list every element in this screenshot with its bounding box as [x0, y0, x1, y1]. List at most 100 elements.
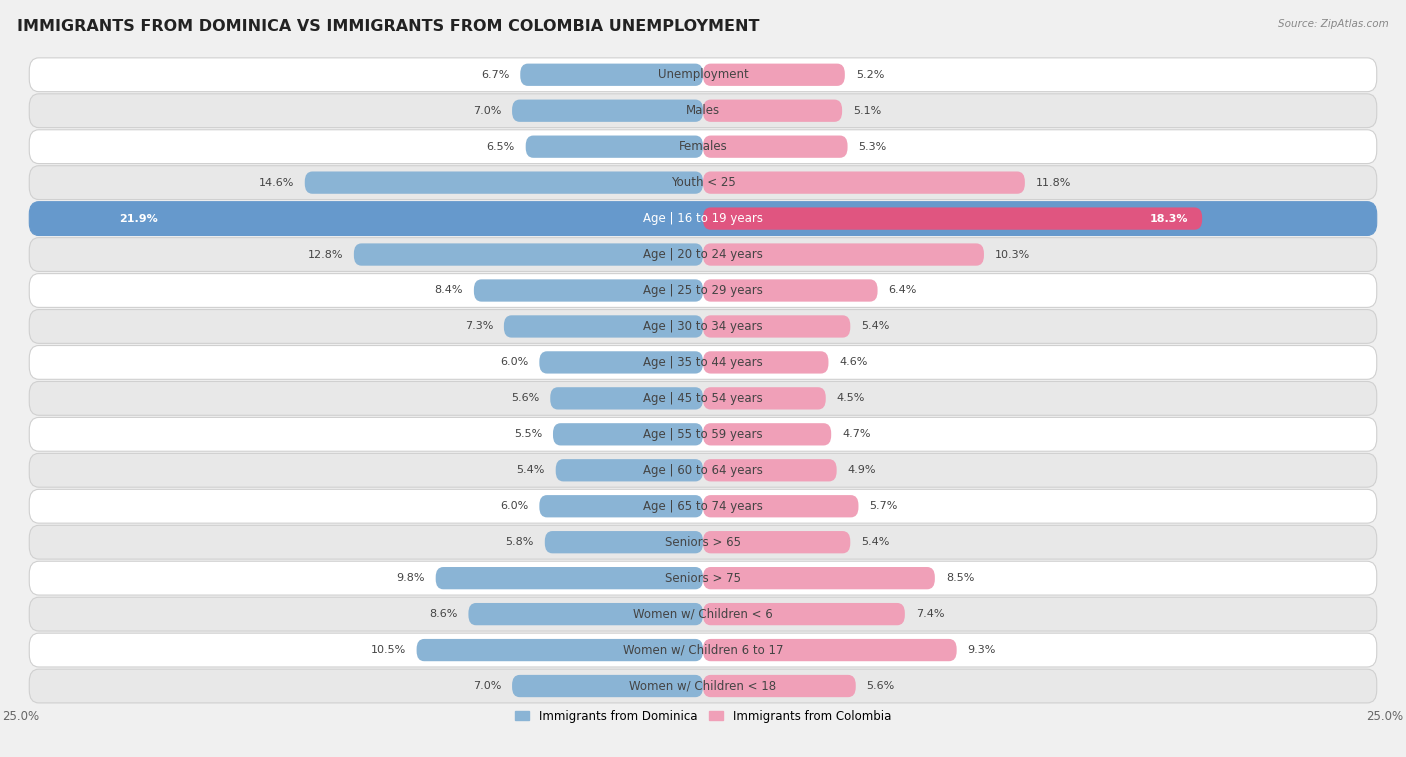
- Text: 11.8%: 11.8%: [1036, 178, 1071, 188]
- Text: 14.6%: 14.6%: [259, 178, 294, 188]
- Text: Age | 60 to 64 years: Age | 60 to 64 years: [643, 464, 763, 477]
- Text: 7.0%: 7.0%: [472, 681, 501, 691]
- Text: Age | 25 to 29 years: Age | 25 to 29 years: [643, 284, 763, 297]
- Text: Age | 65 to 74 years: Age | 65 to 74 years: [643, 500, 763, 512]
- FancyBboxPatch shape: [703, 603, 905, 625]
- FancyBboxPatch shape: [703, 172, 1025, 194]
- FancyBboxPatch shape: [30, 94, 1376, 128]
- FancyBboxPatch shape: [30, 633, 1376, 667]
- Text: Unemployment: Unemployment: [658, 68, 748, 81]
- FancyBboxPatch shape: [703, 423, 831, 445]
- Text: 4.6%: 4.6%: [839, 357, 868, 367]
- FancyBboxPatch shape: [354, 244, 703, 266]
- FancyBboxPatch shape: [703, 316, 851, 338]
- Text: 5.1%: 5.1%: [853, 106, 882, 116]
- FancyBboxPatch shape: [30, 310, 1376, 344]
- FancyBboxPatch shape: [468, 603, 703, 625]
- Text: 21.9%: 21.9%: [120, 213, 157, 223]
- FancyBboxPatch shape: [474, 279, 703, 301]
- Text: Age | 35 to 44 years: Age | 35 to 44 years: [643, 356, 763, 369]
- FancyBboxPatch shape: [703, 459, 837, 481]
- FancyBboxPatch shape: [553, 423, 703, 445]
- FancyBboxPatch shape: [703, 244, 984, 266]
- FancyBboxPatch shape: [30, 417, 1376, 451]
- FancyBboxPatch shape: [503, 316, 703, 338]
- FancyBboxPatch shape: [30, 58, 1376, 92]
- Text: Age | 20 to 24 years: Age | 20 to 24 years: [643, 248, 763, 261]
- Text: 7.0%: 7.0%: [472, 106, 501, 116]
- Text: 5.8%: 5.8%: [506, 537, 534, 547]
- Text: Seniors > 75: Seniors > 75: [665, 572, 741, 584]
- FancyBboxPatch shape: [30, 453, 1376, 488]
- FancyBboxPatch shape: [30, 597, 1376, 631]
- FancyBboxPatch shape: [30, 345, 1376, 379]
- FancyBboxPatch shape: [550, 388, 703, 410]
- FancyBboxPatch shape: [703, 388, 825, 410]
- FancyBboxPatch shape: [30, 382, 1376, 416]
- FancyBboxPatch shape: [703, 100, 842, 122]
- Text: Youth < 25: Youth < 25: [671, 176, 735, 189]
- Text: 5.5%: 5.5%: [513, 429, 543, 439]
- Text: 6.7%: 6.7%: [481, 70, 509, 79]
- Text: IMMIGRANTS FROM DOMINICA VS IMMIGRANTS FROM COLOMBIA UNEMPLOYMENT: IMMIGRANTS FROM DOMINICA VS IMMIGRANTS F…: [17, 19, 759, 34]
- Text: 5.7%: 5.7%: [869, 501, 898, 511]
- Text: Seniors > 65: Seniors > 65: [665, 536, 741, 549]
- FancyBboxPatch shape: [703, 639, 956, 661]
- Text: Source: ZipAtlas.com: Source: ZipAtlas.com: [1278, 19, 1389, 29]
- FancyBboxPatch shape: [703, 567, 935, 589]
- FancyBboxPatch shape: [703, 64, 845, 86]
- Text: 4.5%: 4.5%: [837, 394, 865, 403]
- Text: 10.5%: 10.5%: [370, 645, 406, 655]
- Text: 18.3%: 18.3%: [1150, 213, 1188, 223]
- Text: 5.4%: 5.4%: [862, 537, 890, 547]
- FancyBboxPatch shape: [512, 100, 703, 122]
- Text: Males: Males: [686, 104, 720, 117]
- Text: 5.6%: 5.6%: [866, 681, 894, 691]
- Text: 5.2%: 5.2%: [856, 70, 884, 79]
- FancyBboxPatch shape: [30, 561, 1376, 595]
- FancyBboxPatch shape: [30, 238, 1376, 272]
- FancyBboxPatch shape: [703, 531, 851, 553]
- Text: 10.3%: 10.3%: [995, 250, 1031, 260]
- FancyBboxPatch shape: [703, 136, 848, 157]
- FancyBboxPatch shape: [30, 129, 1376, 164]
- Text: 6.5%: 6.5%: [486, 142, 515, 151]
- Text: 6.0%: 6.0%: [501, 357, 529, 367]
- FancyBboxPatch shape: [305, 172, 703, 194]
- FancyBboxPatch shape: [703, 207, 1202, 229]
- FancyBboxPatch shape: [555, 459, 703, 481]
- FancyBboxPatch shape: [703, 675, 856, 697]
- FancyBboxPatch shape: [30, 525, 1376, 559]
- Text: 6.4%: 6.4%: [889, 285, 917, 295]
- Text: 7.3%: 7.3%: [464, 322, 494, 332]
- Text: Age | 55 to 59 years: Age | 55 to 59 years: [643, 428, 763, 441]
- Text: 4.9%: 4.9%: [848, 466, 876, 475]
- FancyBboxPatch shape: [520, 64, 703, 86]
- FancyBboxPatch shape: [512, 675, 703, 697]
- Text: Females: Females: [679, 140, 727, 153]
- FancyBboxPatch shape: [30, 489, 1376, 523]
- Text: 9.3%: 9.3%: [967, 645, 995, 655]
- Text: Women w/ Children < 18: Women w/ Children < 18: [630, 680, 776, 693]
- FancyBboxPatch shape: [544, 531, 703, 553]
- FancyBboxPatch shape: [703, 279, 877, 301]
- Text: 6.0%: 6.0%: [501, 501, 529, 511]
- FancyBboxPatch shape: [105, 207, 703, 229]
- Text: 5.4%: 5.4%: [862, 322, 890, 332]
- Text: 8.4%: 8.4%: [434, 285, 463, 295]
- Text: 4.7%: 4.7%: [842, 429, 870, 439]
- Text: 8.5%: 8.5%: [946, 573, 974, 583]
- Text: 5.4%: 5.4%: [516, 466, 544, 475]
- FancyBboxPatch shape: [540, 351, 703, 373]
- Text: Age | 16 to 19 years: Age | 16 to 19 years: [643, 212, 763, 225]
- FancyBboxPatch shape: [30, 201, 1376, 235]
- Text: 9.8%: 9.8%: [396, 573, 425, 583]
- FancyBboxPatch shape: [436, 567, 703, 589]
- FancyBboxPatch shape: [703, 351, 828, 373]
- Text: 5.6%: 5.6%: [512, 394, 540, 403]
- FancyBboxPatch shape: [540, 495, 703, 517]
- Text: 8.6%: 8.6%: [429, 609, 457, 619]
- FancyBboxPatch shape: [30, 273, 1376, 307]
- FancyBboxPatch shape: [30, 166, 1376, 200]
- Legend: Immigrants from Dominica, Immigrants from Colombia: Immigrants from Dominica, Immigrants fro…: [510, 705, 896, 727]
